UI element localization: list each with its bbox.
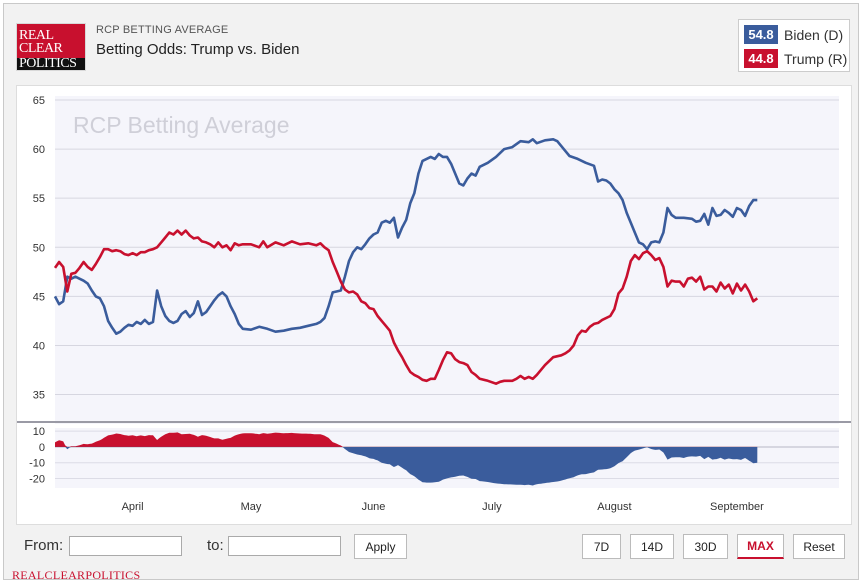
legend-value-trump: 44.8 (744, 49, 778, 68)
from-label: From: (24, 537, 64, 554)
y-tick-label-40: 40 (33, 340, 45, 352)
legend: 54.8 Biden (D) 44.8 Trump (R) (738, 19, 850, 72)
x-tick-label-may: May (241, 501, 262, 513)
legend-item-biden[interactable]: 54.8 Biden (D) (744, 25, 843, 44)
chart-watermark: RCP Betting Average (73, 112, 290, 138)
range-7d-button[interactable]: 7D (582, 534, 621, 559)
to-label: to: (207, 537, 224, 554)
x-tick-label-april: April (122, 501, 144, 513)
spread-area-trump (55, 432, 758, 447)
legend-label-biden: Biden (D) (784, 26, 844, 43)
logo-red-block (17, 24, 85, 58)
range-max-button[interactable]: MAX (737, 534, 784, 559)
reset-button[interactable]: Reset (793, 534, 845, 559)
chart-frame: REAL CLEAR POLITICS RCP BETTING AVERAGE … (3, 3, 859, 582)
spread-area-biden (55, 446, 758, 486)
series-line-biden (53, 138, 758, 335)
spread-tick-label--10: -10 (29, 458, 45, 470)
to-date-input[interactable] (228, 536, 341, 556)
logo-black-block (17, 58, 85, 70)
logo-line-3: POLITICS (19, 56, 77, 71)
from-date-input[interactable] (69, 536, 182, 556)
main-plot-bg (55, 96, 839, 424)
footer-brand[interactable]: REALCLEARPOLITICS (12, 568, 141, 582)
legend-label-trump: Trump (R) (784, 50, 848, 67)
apply-button[interactable]: Apply (354, 534, 407, 559)
x-tick-label-august: August (597, 501, 631, 513)
chart-title: Betting Odds: Trump vs. Biden (96, 41, 300, 58)
range-30d-button[interactable]: 30D (683, 534, 728, 559)
plot-area: 35 40 45 50 55 60 65 RCP Betting Average 10 0 -10 -… (16, 85, 852, 525)
logo-line-2: CLEAR (19, 41, 63, 56)
legend-item-trump[interactable]: 44.8 Trump (R) (744, 49, 847, 68)
series-line-trump (53, 229, 759, 385)
x-tick-label-june: June (362, 501, 386, 513)
y-tick-label-60: 60 (33, 144, 45, 156)
x-tick-label-september: September (710, 501, 764, 513)
legend-value-biden: 54.8 (744, 25, 778, 44)
y-tick-label-50: 50 (33, 242, 45, 254)
chart-svg: 35 40 45 50 55 60 65 RCP Betting Average 10 0 -10 -… (17, 95, 851, 513)
spread-tick-label-0: 0 (39, 442, 45, 454)
y-tick-label-65: 65 (33, 95, 45, 107)
spread-tick-label--20: -20 (29, 474, 45, 486)
y-tick-label-35: 35 (33, 390, 45, 402)
date-range-controls: From: to: Apply 7D 14D 30D MAX Reset (16, 529, 852, 563)
logo-line-1: REAL (19, 28, 54, 43)
spread-tick-label-10: 10 (33, 426, 45, 438)
x-tick-label-july: July (482, 501, 502, 513)
y-tick-label-55: 55 (33, 193, 45, 205)
chart-subtitle: RCP BETTING AVERAGE (96, 24, 229, 36)
range-14d-button[interactable]: 14D (630, 534, 674, 559)
y-tick-label-45: 45 (33, 291, 45, 303)
rcp-logo[interactable]: REAL CLEAR POLITICS (16, 23, 86, 71)
